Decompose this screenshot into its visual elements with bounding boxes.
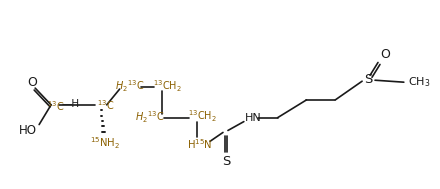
- Text: HO: HO: [19, 124, 37, 137]
- Text: O: O: [27, 76, 37, 89]
- Text: CH$_3$: CH$_3$: [408, 75, 431, 89]
- Text: —H: —H: [62, 99, 80, 109]
- Text: $^{13}$C: $^{13}$C: [48, 99, 65, 113]
- Text: $^{13}$CH$_2$: $^{13}$CH$_2$: [188, 109, 216, 125]
- Text: $H_2{}^{13}$C: $H_2{}^{13}$C: [135, 110, 164, 125]
- Text: $^{15}$NH$_2$: $^{15}$NH$_2$: [90, 136, 120, 151]
- Text: $^{13}$C: $^{13}$C: [97, 98, 114, 112]
- Text: $^{13}$CH$_2$: $^{13}$CH$_2$: [153, 78, 182, 94]
- Text: S: S: [222, 155, 230, 167]
- Text: HN: HN: [244, 113, 261, 123]
- Text: $H_2{}^{13}$C: $H_2{}^{13}$C: [115, 78, 144, 94]
- Text: H$^{15}$N: H$^{15}$N: [187, 137, 213, 151]
- Text: S: S: [364, 73, 372, 86]
- Text: O: O: [380, 48, 390, 61]
